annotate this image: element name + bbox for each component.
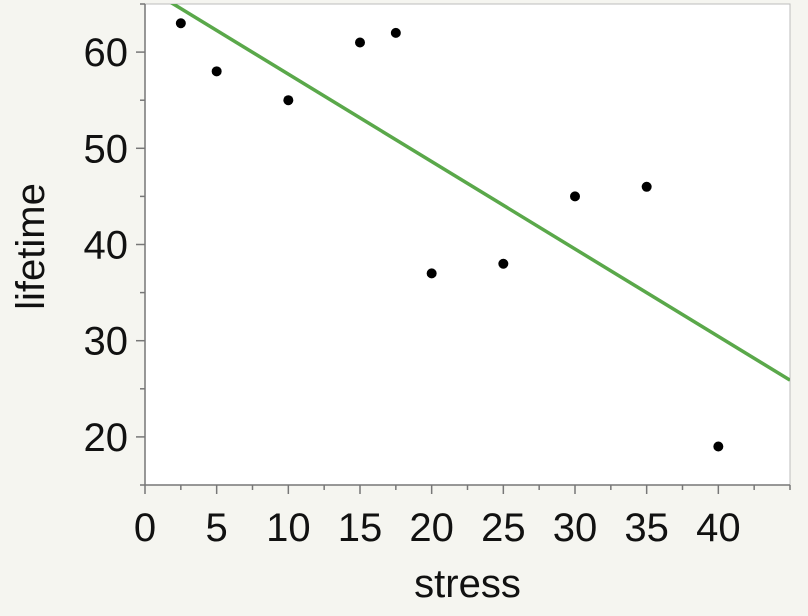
data-point (641, 181, 652, 192)
x-tick-label: 5 (206, 506, 228, 550)
x-tick-label: 15 (338, 506, 383, 550)
plot-area (144, 3, 791, 486)
x-tick-label: 25 (481, 506, 526, 550)
x-tick-label: 30 (553, 506, 598, 550)
x-tick-label: 40 (696, 506, 741, 550)
y-axis: 20 30 40 50 60 (84, 3, 146, 486)
regression-line (170, 4, 790, 382)
data-point (283, 95, 294, 106)
data-point (175, 18, 186, 29)
x-tick-label: 10 (266, 506, 311, 550)
y-axis-title: lifetime (9, 183, 53, 310)
x-tick-label: 0 (134, 506, 156, 550)
data-point (390, 27, 401, 38)
y-tick-label: 40 (84, 224, 129, 268)
y-tick-label: 60 (84, 31, 129, 75)
x-axis: 0 5 10 15 20 25 30 35 40 (134, 484, 791, 550)
data-point (211, 66, 222, 77)
y-tick-label: 50 (84, 127, 129, 171)
data-point (570, 191, 580, 202)
data-point (355, 37, 365, 48)
x-tick-label: 35 (624, 506, 669, 550)
y-tick-label: 30 (84, 320, 129, 364)
x-axis-title: stress (414, 562, 521, 606)
data-point (498, 258, 509, 269)
data-point (426, 268, 437, 279)
y-tick-label: 20 (84, 416, 129, 460)
data-point (713, 441, 724, 452)
data-points (175, 18, 724, 452)
x-tick-label: 20 (409, 506, 454, 550)
